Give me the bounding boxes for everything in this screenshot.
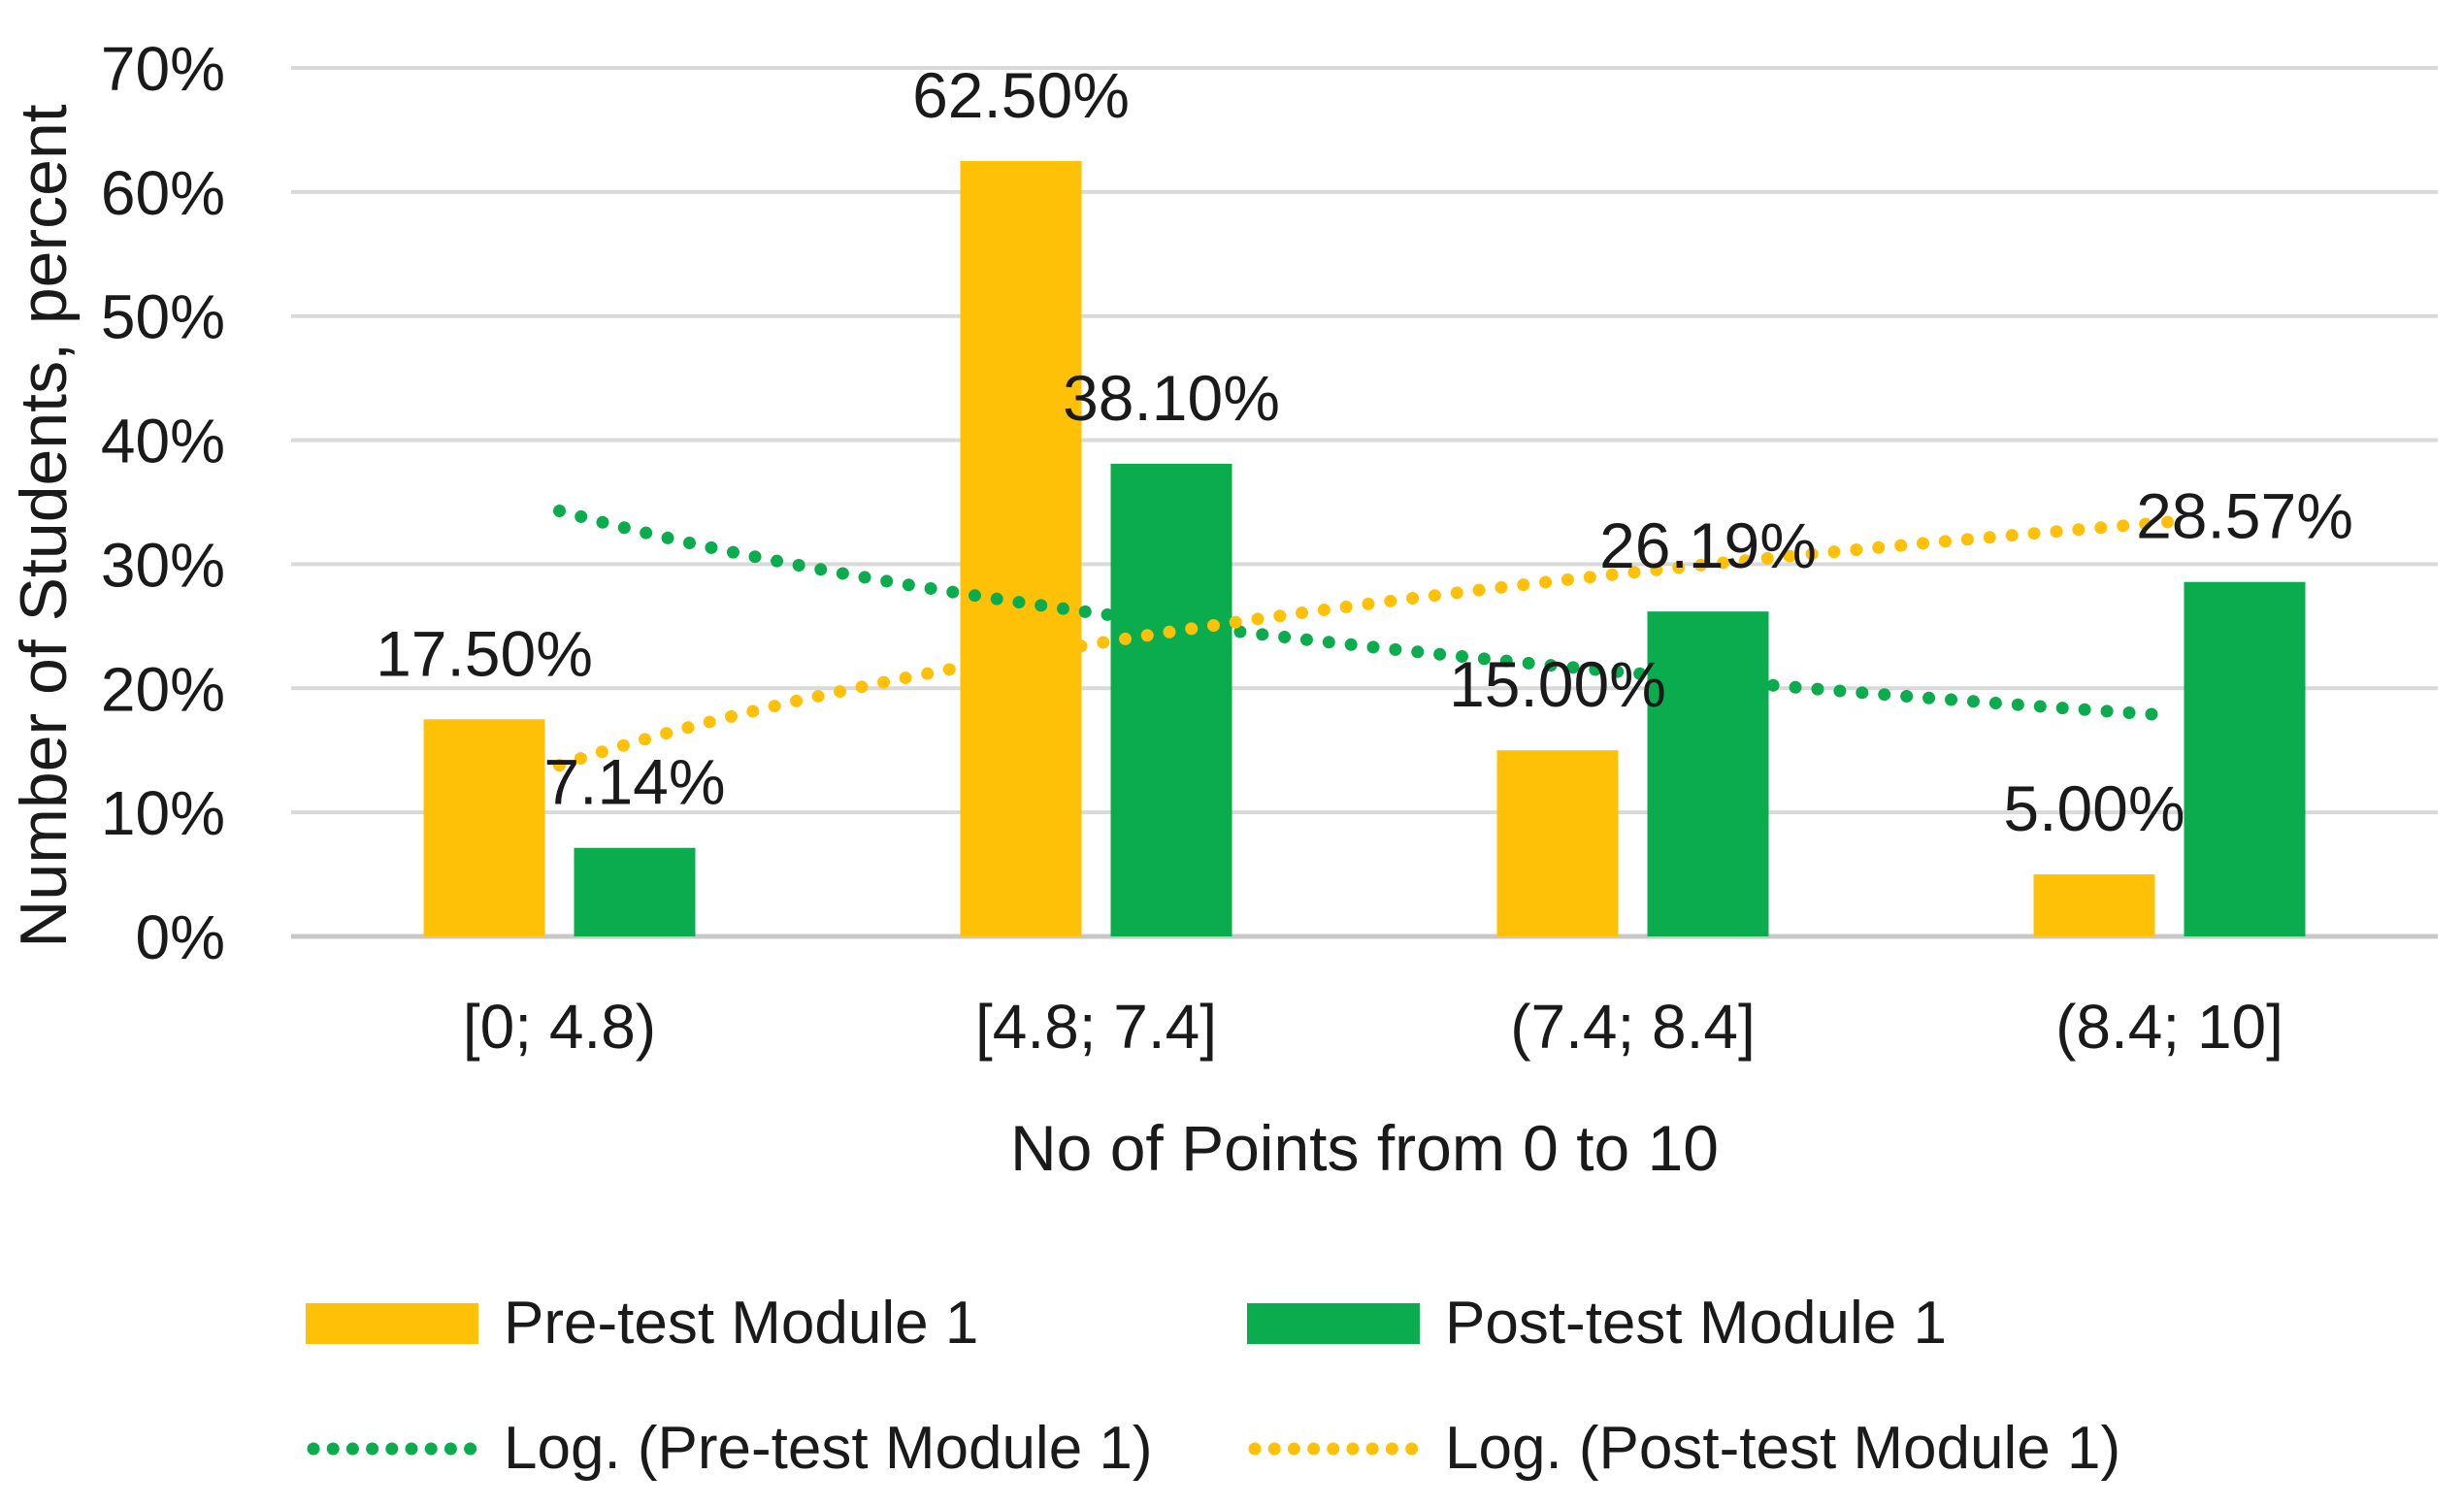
bar-data-label-posttest-2: 26.19%	[1599, 509, 1817, 581]
trendline-log-posttest	[553, 515, 2176, 772]
x-axis-title: No of Points from 0 to 10	[1009, 1112, 1720, 1184]
legend-label: Log. (Post-test Module 1)	[1445, 1415, 2121, 1482]
y-tick-label: 20%	[101, 654, 225, 724]
trendline-log-pretest	[553, 505, 2176, 722]
bar-posttest-0	[574, 847, 696, 936]
legend-item-log-posttest: Log. (Post-test Module 1)	[1247, 1415, 2120, 1483]
bar-data-label-pretest-3: 5.00%	[2003, 772, 2185, 844]
y-tick-label: 0%	[136, 902, 226, 972]
x-tick-label: [4.8; 7.4]	[975, 992, 1217, 1062]
bar-data-label-pretest-2: 15.00%	[1449, 648, 1666, 720]
legend-swatch-posttest-bar	[1247, 1303, 1420, 1344]
legend-item-log-pretest: Log. (Pre-test Module 1)	[306, 1415, 1153, 1483]
x-tick-label: [0; 4.8)	[463, 992, 656, 1062]
legend-label: Log. (Pre-test Module 1)	[504, 1415, 1153, 1482]
bar-data-label-posttest-1: 38.10%	[1063, 362, 1280, 434]
bar-posttest-2	[1647, 611, 1769, 936]
y-tick-label: 70%	[101, 34, 225, 104]
legend-swatch-log-posttest-dotted-line	[1248, 1442, 1419, 1456]
y-tick-label: 50%	[101, 282, 225, 352]
legend-label: Pre-test Module 1	[504, 1290, 979, 1357]
y-axis-title: Number of Students, percent	[7, 104, 81, 948]
x-tick-label: (8.4; 10]	[2055, 992, 2283, 1062]
bar-pretest-3	[2033, 874, 2155, 936]
y-tick-label: 30%	[101, 530, 225, 600]
y-tick-label: 40%	[101, 407, 225, 476]
legend-item-posttest: Post-test Module 1	[1247, 1290, 1947, 1358]
legend-swatch-pretest-bar	[306, 1303, 478, 1344]
bar-pretest-2	[1496, 750, 1619, 936]
bar-data-label-pretest-0: 17.50%	[376, 617, 593, 689]
bar-data-label-posttest-0: 7.14%	[543, 746, 725, 818]
legend-swatch-log-pretest-dotted-line	[307, 1442, 477, 1456]
bar-pretest-1	[960, 160, 1082, 937]
bar-data-label-pretest-1: 62.50%	[912, 59, 1130, 131]
bar-data-label-posttest-3: 28.57%	[2136, 480, 2353, 552]
bar-posttest-3	[2184, 581, 2306, 936]
x-tick-label: (7.4; 8.4]	[1510, 992, 1756, 1062]
legend-item-pretest: Pre-test Module 1	[306, 1290, 978, 1358]
bar-pretest-0	[423, 719, 545, 936]
y-tick-label: 60%	[101, 158, 225, 228]
y-tick-label: 10%	[101, 778, 225, 848]
bar-posttest-1	[1110, 463, 1232, 936]
legend-label: Post-test Module 1	[1445, 1290, 1947, 1357]
